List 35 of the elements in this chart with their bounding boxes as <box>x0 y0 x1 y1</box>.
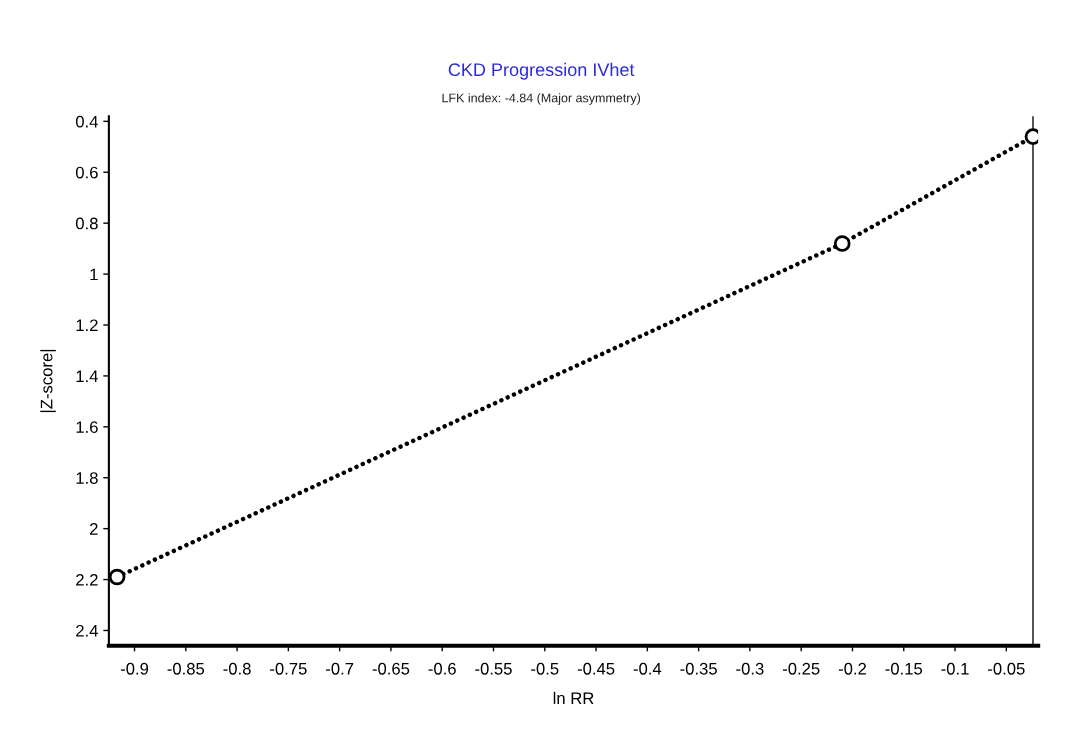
x-tick-label: -0.15 <box>885 662 923 675</box>
x-tick-label: -0.9 <box>120 662 149 675</box>
y-tick-label: 2.2 <box>76 573 98 586</box>
x-tick-label: -0.2 <box>838 662 866 675</box>
y-tick-label: 2.4 <box>76 624 98 637</box>
x-tick-label: -0.55 <box>475 662 512 675</box>
y-tick-label: 1.2 <box>76 319 98 332</box>
y-tick-label: 0.4 <box>75 115 98 128</box>
y-tick-label: 1.6 <box>76 421 98 434</box>
x-tick-label: -0.7 <box>326 662 354 675</box>
y-tick-label: 1.8 <box>76 472 98 484</box>
y-tick-label: 1.4 <box>76 370 98 382</box>
point <box>833 235 851 252</box>
y-tick-label: 0.8 <box>75 217 98 230</box>
point <box>108 568 126 586</box>
x-tick-label: -0.3 <box>736 662 764 675</box>
x-tick-label: -0.1 <box>941 662 969 675</box>
x-tick-label: -0.45 <box>577 662 615 675</box>
y-axis-title: |Z-score| <box>40 349 56 413</box>
chart-title: CKD Progression IVhet <box>448 62 635 80</box>
x-tick-label: -0.6 <box>428 662 456 675</box>
x-tick-label: -0.85 <box>167 662 205 675</box>
chart-subtitle: LFK index: -4.84 (Major asymmetry) <box>442 93 641 105</box>
x-tick-label: -0.25 <box>782 662 820 675</box>
x-tick-label: -0.5 <box>531 662 559 675</box>
y-tick-label: 0.6 <box>75 166 98 179</box>
x-tick-label: -0.4 <box>633 662 662 675</box>
x-tick-label: -0.8 <box>223 662 251 675</box>
y-tick-label: 1 <box>90 268 98 281</box>
x-tick-label: -0.65 <box>372 662 410 675</box>
x-tick-label: -0.05 <box>988 662 1025 675</box>
x-tick-label: -0.75 <box>270 662 307 675</box>
x-axis-title: ln RR <box>553 691 594 704</box>
x-tick-label: -0.35 <box>680 662 717 675</box>
y-tick-label: 2 <box>90 523 98 535</box>
